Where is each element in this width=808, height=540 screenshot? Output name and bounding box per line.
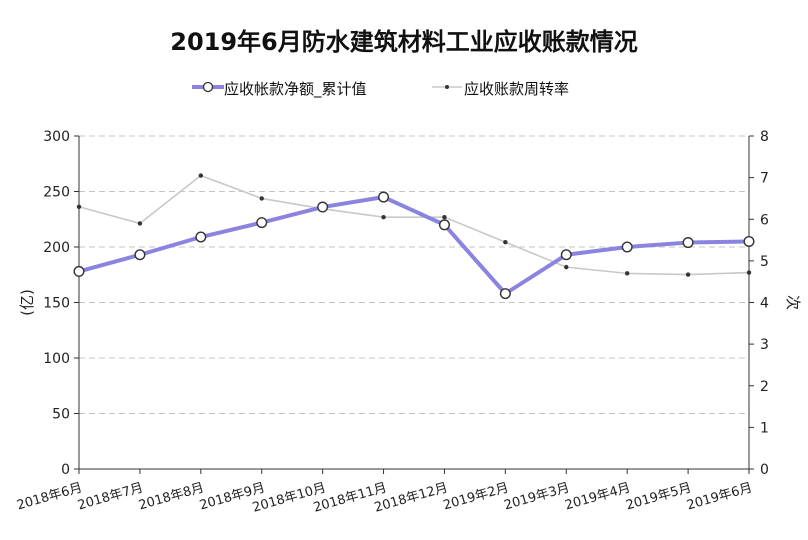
- y-tick-label-right: 6: [760, 212, 769, 228]
- data-point-receivables: [256, 217, 268, 229]
- y-tick-label-right: 4: [760, 296, 769, 312]
- y-tick-label-right: 8: [760, 129, 769, 145]
- data-point-turnover-rate: [442, 214, 447, 220]
- x-tick-label: 2019年6月: [685, 480, 754, 513]
- y-tick-label-left: 50: [52, 407, 70, 423]
- y-tick-label-left: 100: [43, 351, 70, 367]
- data-point-turnover-rate: [624, 271, 630, 276]
- x-tick-label: 2018年6月: [15, 480, 84, 513]
- data-point-receivables: [682, 237, 694, 249]
- data-point-receivables: [621, 241, 633, 253]
- x-tick-label: 2019年4月: [563, 480, 632, 513]
- y-tick-label-left: 150: [43, 296, 70, 312]
- data-point-turnover-rate: [503, 239, 508, 245]
- data-point-turnover-rate: [259, 196, 264, 201]
- y-tick-label-right: 5: [760, 254, 769, 270]
- y-tick-label-left: 250: [43, 185, 70, 201]
- data-point-receivables: [560, 249, 572, 261]
- y-tick-label-right: 0: [760, 462, 769, 478]
- series-line-receivables: [78, 195, 750, 296]
- x-tick-label: 2019年3月: [502, 480, 571, 513]
- data-point-turnover-rate: [746, 270, 752, 275]
- data-point-turnover-rate: [76, 204, 82, 209]
- y-tick-label-right: 7: [760, 171, 769, 187]
- x-tick-label: 2018年7月: [76, 480, 145, 513]
- legend-series2-label: 应收账款周转率: [464, 80, 570, 98]
- data-point-receivables: [317, 201, 329, 213]
- data-point-receivables: [73, 265, 85, 277]
- x-tick-label: 2018年8月: [137, 480, 206, 513]
- legend-series2-swatch: [432, 85, 462, 89]
- data-point-turnover-rate: [198, 173, 204, 178]
- data-point-turnover-rate: [564, 264, 569, 270]
- y-axis-label-right: 次: [784, 295, 802, 310]
- x-tick-label: 2019年5月: [624, 480, 693, 513]
- y-tick-label-right: 2: [760, 379, 769, 395]
- data-point-receivables: [134, 249, 146, 261]
- data-point-receivables: [438, 219, 450, 231]
- data-point-receivables: [378, 191, 390, 203]
- legend-series1-label: 应收帐款净额_累计值: [224, 80, 367, 98]
- data-point-receivables: [499, 288, 511, 300]
- y-tick-label-left: 0: [61, 462, 70, 478]
- y-axis-label-left: (亿): [18, 289, 36, 316]
- y-tick-label-right: 3: [760, 337, 769, 353]
- chart-title: 2019年6月防水建筑材料工业应收账款情况: [170, 28, 638, 56]
- y-tick-label-left: 300: [43, 129, 70, 145]
- data-point-turnover-rate: [685, 272, 691, 277]
- x-tick-label: 2019年2月: [442, 480, 511, 513]
- data-point-turnover-rate: [137, 221, 143, 226]
- data-point-receivables: [195, 231, 207, 243]
- series-line-turnover-rate: [78, 174, 750, 276]
- data-point-turnover-rate: [381, 214, 386, 220]
- legend-series1-swatch: [192, 81, 224, 93]
- y-tick-label-left: 200: [43, 240, 70, 256]
- data-point-receivables: [743, 235, 755, 247]
- y-tick-label-right: 1: [760, 420, 769, 436]
